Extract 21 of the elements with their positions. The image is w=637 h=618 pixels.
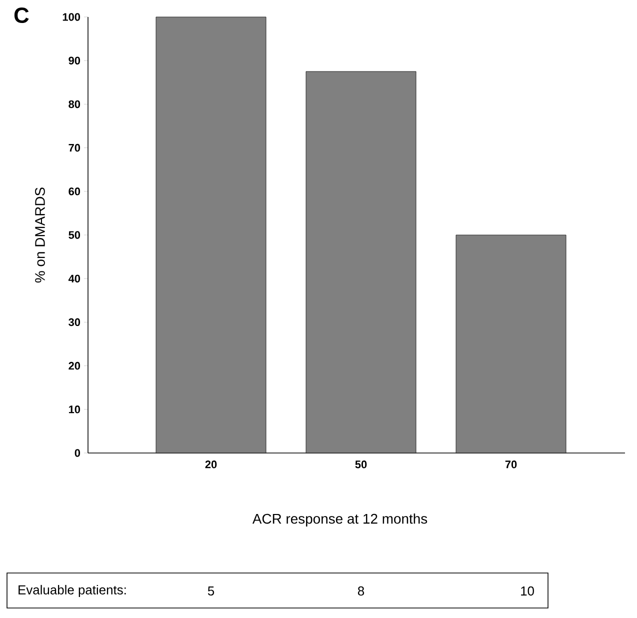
y-tick-label: 30 xyxy=(68,318,80,326)
x-tick-label: 20 xyxy=(205,460,217,468)
y-tick-label: 80 xyxy=(68,100,80,108)
text: 8 xyxy=(358,586,364,596)
x-axis-title: ACR response at 12 months xyxy=(252,513,428,526)
chart-title: C xyxy=(14,8,29,24)
y-tick-label: 20 xyxy=(68,362,80,370)
y-tick-label: 40 xyxy=(68,274,80,282)
y-tick-label: 100 xyxy=(62,13,80,21)
x-tick-label: 50 xyxy=(355,460,367,468)
y-tick-label: 50 xyxy=(68,231,80,239)
y-tick-label: 70 xyxy=(68,144,80,152)
text: 10 xyxy=(521,586,534,596)
y-tick-label: 60 xyxy=(68,188,80,196)
y-axis-title: % on DMARDS xyxy=(35,188,45,283)
y-tick-label: 10 xyxy=(68,406,80,414)
y-tick-label: 0 xyxy=(74,449,80,457)
x-tick-label: 70 xyxy=(505,460,517,468)
text: 5 xyxy=(208,586,214,596)
text: Evaluable patients: xyxy=(18,584,126,598)
y-tick-label: 90 xyxy=(68,56,80,64)
